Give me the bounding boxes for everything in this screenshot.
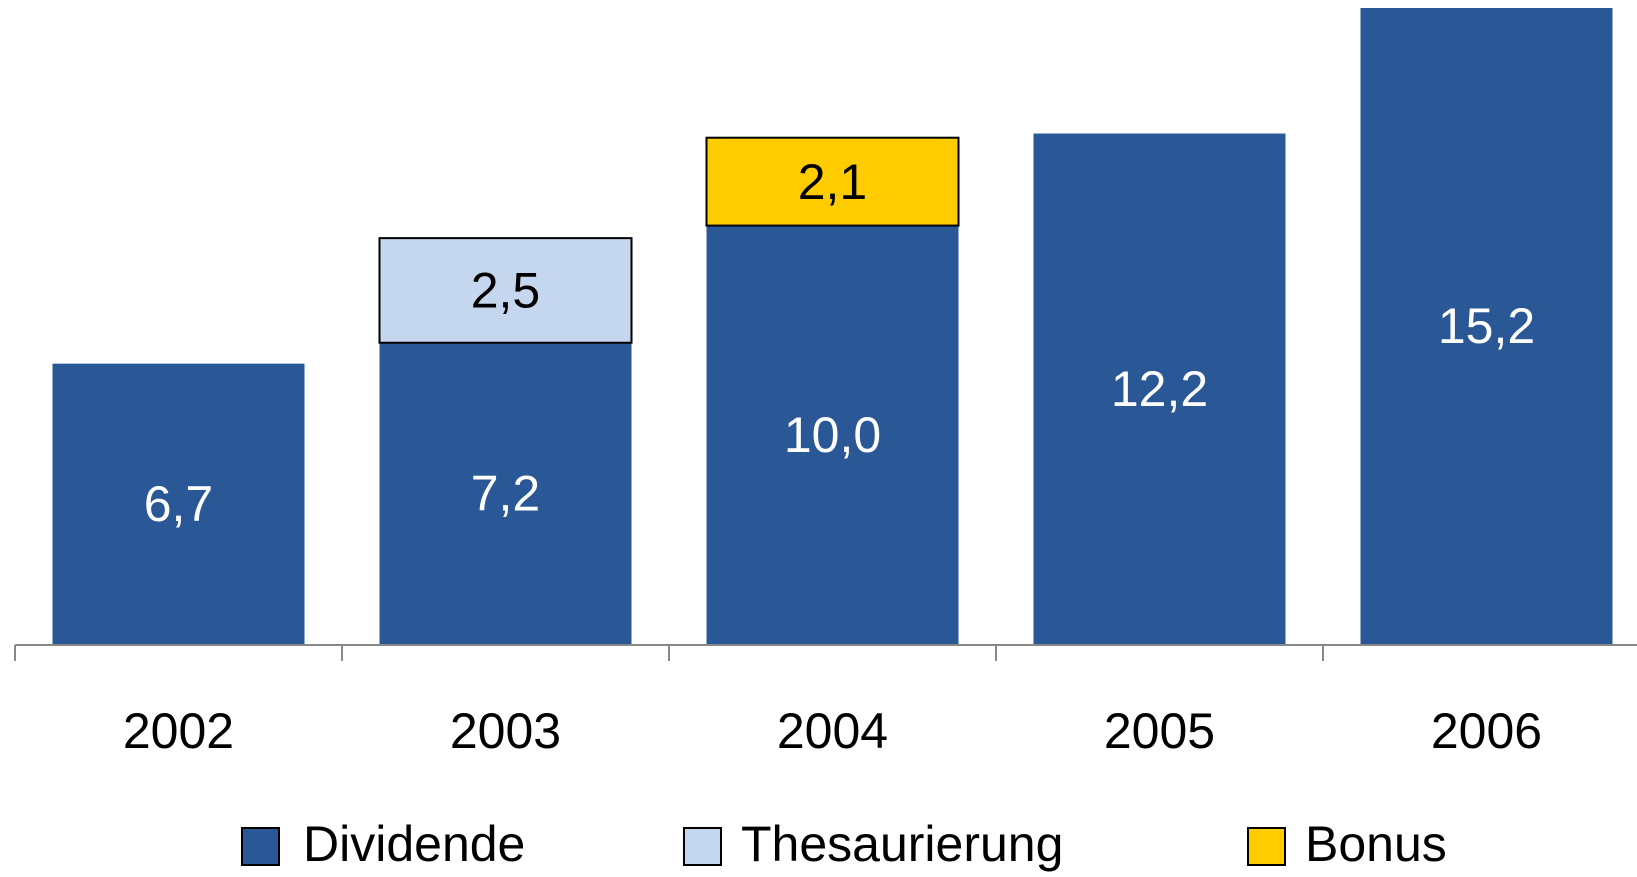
x-tick-label: 2002 [123, 703, 234, 759]
x-tick-label: 2006 [1431, 703, 1542, 759]
value-label: 7,2 [471, 466, 541, 522]
legend-label: Dividende [303, 816, 525, 872]
legend-swatch [1247, 827, 1286, 866]
value-label: 10,0 [784, 407, 881, 463]
bar-segment [52, 363, 305, 644]
value-label: 2,1 [798, 154, 868, 210]
legend-label: Thesaurierung [741, 816, 1063, 872]
value-label: 6,7 [144, 476, 214, 532]
value-label: 2,5 [471, 263, 541, 319]
bar-segment [706, 225, 959, 644]
x-tick-label: 2004 [777, 703, 888, 759]
bar-segment [378, 237, 633, 344]
legend-swatch [241, 827, 280, 866]
bar-segment [1360, 8, 1613, 644]
x-tick-label: 2005 [1104, 703, 1215, 759]
value-label: 12,2 [1111, 361, 1208, 417]
x-tick-label: 2003 [450, 703, 561, 759]
value-label: 15,2 [1438, 298, 1535, 354]
legend-label: Bonus [1305, 816, 1447, 872]
bar-segment [1033, 133, 1286, 645]
bar-segment [379, 342, 632, 644]
legend-swatch [683, 827, 722, 866]
bar-segment [705, 136, 960, 227]
